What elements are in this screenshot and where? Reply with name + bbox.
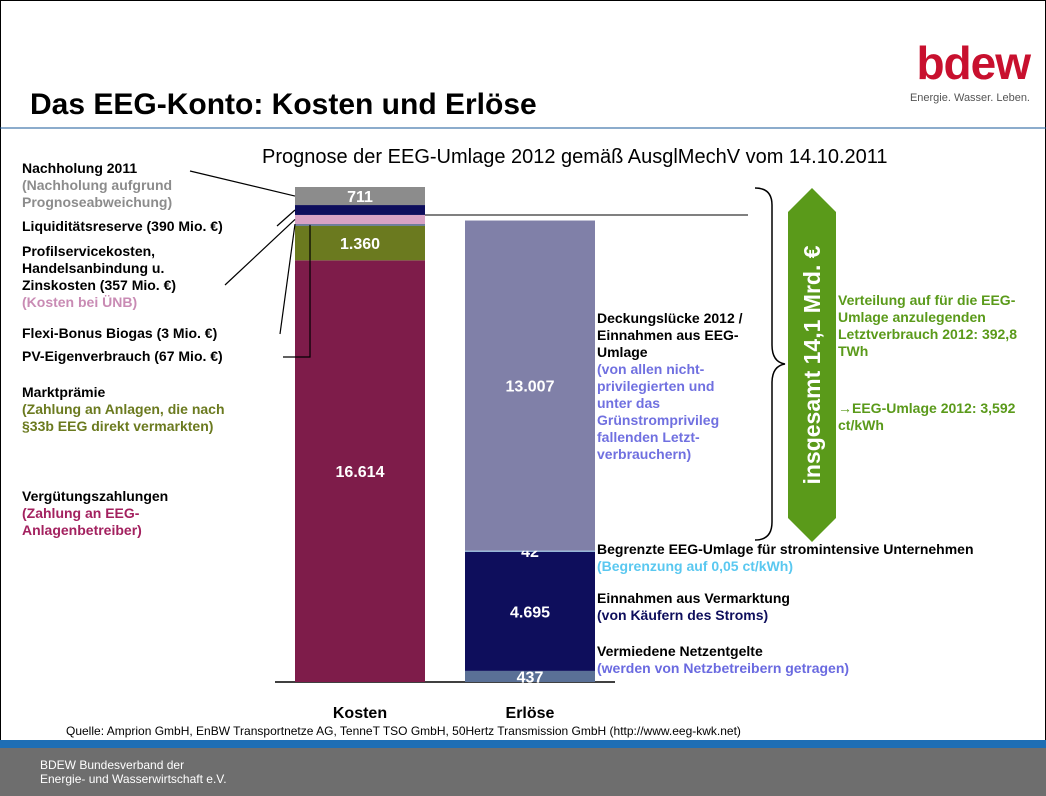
value-label: 711 [347,189,373,206]
bar-segment [295,187,425,206]
x-tick-label: Erlöse [506,705,555,722]
footer-band [0,740,1046,796]
legend-note: (Zahlung an Anlagen, die nach §33b EEG d… [22,401,225,434]
bar-segment [465,220,595,551]
legend-name: Flexi-Bonus Biogas (3 Mio. €) [22,325,218,341]
legend-label: PV-Eigenverbrauch (67 Mio. €) [22,348,312,365]
leader-line [224,219,296,286]
footer-text: BDEW Bundesverband der Energie- und Wass… [40,758,227,786]
tagline: Energie. Wasser. Leben. [909,92,1030,104]
legend-name: PV-Eigenverbrauch (67 Mio. €) [22,348,223,364]
leader-line [276,209,296,227]
total-arrow [788,188,836,542]
legend-label: Marktprämie (Zahlung an Anlagen, die nach… [22,384,282,435]
brace [754,187,786,541]
legend-label: Liquiditätsreserve (390 Mio. €) [22,218,312,235]
legend-label: Einnahmen aus Vermarktung (von Käufern de… [597,590,1037,624]
bar-segment [295,205,425,215]
legend-name: Nachholung 2011 [22,160,138,176]
bar-segment [295,260,425,682]
legend-note: (Begrenzung auf 0,05 ct/kWh) [597,558,794,574]
value-label: 13.007 [506,379,555,396]
legend-note: (von allen nicht-privilegierten und unte… [597,361,720,462]
bar-segment [295,225,425,261]
legend-note: (Kosten bei ÜNB) [22,294,138,310]
legend-label: Flexi-Bonus Biogas (3 Mio. €) [22,325,312,342]
value-label: 16.614 [336,464,385,481]
legend-label: Vermiedene Netzentgelte (werden von Netzb… [597,643,1037,677]
distribution-note: Verteilung auf für die EEG-Umlage anzule… [838,292,1017,359]
value-label: 4.695 [510,604,550,621]
legend-name: Begrenzte EEG-Umlage für stromintensive … [597,541,974,557]
legend-label: Profilservicekosten, Handelsanbindung u.… [22,243,227,311]
bar-segment [465,551,595,671]
bar-segment [465,670,595,682]
legend-name: Marktprämie [22,384,106,400]
legend-label: Deckungslücke 2012 / Einnahmen aus EEG-U… [597,310,747,463]
legend-note: (Nachholung aufgrund Prognoseabweichung) [22,177,173,210]
leader-line [189,170,296,197]
total-label: insgesamt 14,1 Mrd. € [799,245,825,484]
legend-name: Liquiditätsreserve (390 Mio. €) [22,218,223,234]
value-label: 437 [517,669,544,686]
source: Quelle: Amprion GmbH, EnBW Transportnetz… [66,724,741,738]
x-tick-label: Kosten [333,705,387,722]
legend-name: Profilservicekosten, Handelsanbindung u.… [22,243,177,293]
legend-label: Begrenzte EEG-Umlage für stromintensive … [597,541,997,575]
legend-label: Vergütungszahlungen (Zahlung an EEG-Anlag… [22,488,282,539]
leader-line [283,224,311,358]
legend-label: Nachholung 2011 (Nachholung aufgrund Prog… [22,160,312,211]
leader-line [279,223,296,335]
levy-note: →EEG-Umlage 2012: 3,592 ct/kWh [838,400,1016,433]
legend-note: (von Käufern des Stroms) [597,607,769,623]
bar-segment [295,214,425,225]
footer-line: BDEW Bundesverband der [40,758,185,772]
value-label: 1.360 [340,236,380,253]
legend-name: Vermiedene Netzentgelte [597,643,763,659]
logo: bdew [916,37,1031,89]
legend-note: (werden von Netzbetreibern getragen) [597,660,850,676]
legend-name: Vergütungszahlungen [22,488,169,504]
subtitle: Prognose der EEG-Umlage 2012 gemäß Ausgl… [262,146,888,168]
legend-name: Einnahmen aus Vermarktung [597,590,790,606]
title: Das EEG-Konto: Kosten und Erlöse [30,88,537,121]
footer-line: Energie- und Wasserwirtschaft e.V. [40,772,227,786]
bar-segment [465,550,595,552]
footer-stripe [0,740,1046,748]
legend-name: Deckungslücke 2012 / Einnahmen aus EEG-U… [597,310,743,360]
bar-segment [295,224,425,226]
legend-note: (Zahlung an EEG-Anlagenbetreiber) [22,505,142,538]
